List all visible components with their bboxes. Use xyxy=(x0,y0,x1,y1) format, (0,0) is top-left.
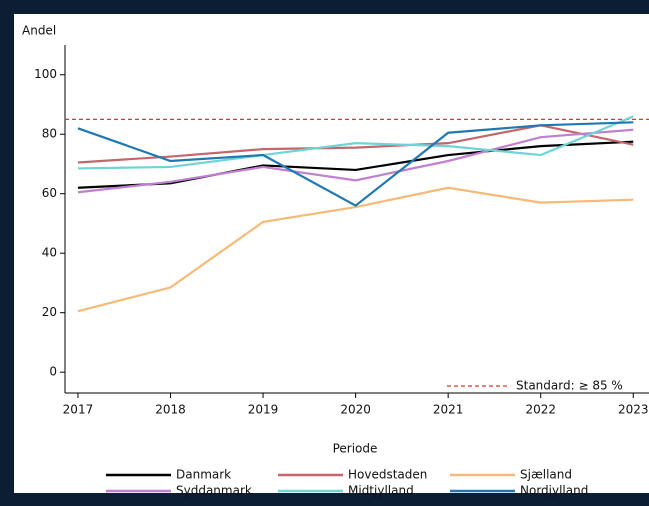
x-tick-label: 2018 xyxy=(155,403,186,417)
series-line xyxy=(77,121,634,207)
y-axis-label: Andel xyxy=(22,24,56,38)
x-tick-label: 2019 xyxy=(248,403,279,417)
x-tick-label: 2023 xyxy=(618,403,649,417)
x-tick-label: 2020 xyxy=(340,403,371,417)
legend-label: Hovedstaden xyxy=(348,468,427,482)
legend-label: Sjælland xyxy=(520,468,572,482)
y-tick-label: 0 xyxy=(49,365,57,379)
legend-label: Midtjylland xyxy=(348,484,414,498)
series-line xyxy=(77,186,634,313)
x-tick-label: 2017 xyxy=(63,403,94,417)
series-line xyxy=(77,128,634,194)
reference-legend-label: Standard: ≥ 85 % xyxy=(516,379,623,393)
y-tick-label: 80 xyxy=(42,127,57,141)
y-tick-label: 100 xyxy=(34,67,57,81)
legend-label: Nordjylland xyxy=(520,484,588,498)
legend-label: Danmark xyxy=(176,468,231,482)
y-tick-label: 20 xyxy=(42,305,57,319)
x-tick-label: 2021 xyxy=(433,403,464,417)
chart-background xyxy=(14,14,649,493)
y-tick-label: 60 xyxy=(42,186,57,200)
y-tick-label: 40 xyxy=(42,246,57,260)
x-tick-label: 2022 xyxy=(525,403,556,417)
legend-label: Syddanmark xyxy=(176,484,252,498)
series-line xyxy=(77,115,634,170)
series-line xyxy=(77,140,634,189)
x-axis-label: Periode xyxy=(333,442,378,456)
